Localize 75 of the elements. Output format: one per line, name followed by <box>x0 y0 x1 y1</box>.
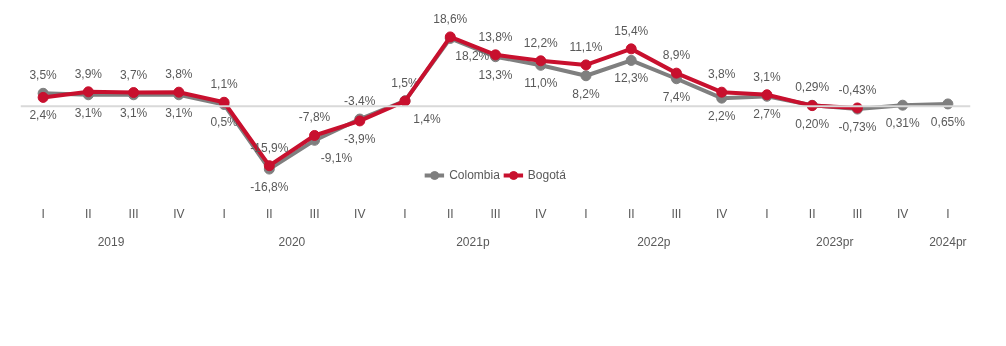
x-tick-label: III <box>128 206 139 221</box>
data-label: 18,6% <box>433 11 468 26</box>
data-label: 3,7% <box>119 67 148 82</box>
data-label: 0,29% <box>795 80 830 95</box>
text: 2022p <box>637 234 671 249</box>
point <box>625 54 637 66</box>
data-label: 3,5% <box>29 68 58 83</box>
legend-label: Bogotá <box>527 168 566 182</box>
data-label: 3,8% <box>165 67 193 82</box>
x-tick-label: IV <box>354 206 366 221</box>
data-label: 3,1% <box>74 105 103 120</box>
data-label: 11,1% <box>569 39 603 54</box>
data-label: 13,3% <box>478 67 513 82</box>
point <box>670 67 682 79</box>
x-tick-label: III <box>852 206 863 221</box>
x-tick-label: III <box>309 206 320 221</box>
text: 2020 <box>278 234 306 249</box>
data-label: -0,73% <box>838 120 877 135</box>
data-label: -3,4% <box>344 94 376 109</box>
legend-label: Colombia <box>449 168 500 182</box>
x-tick-label: II <box>265 206 273 221</box>
point <box>625 43 637 55</box>
data-label: 1,1% <box>210 77 239 92</box>
data-label: 2,4% <box>29 108 58 123</box>
x-tick-label: IV <box>896 206 909 221</box>
text: 2019 <box>97 234 125 249</box>
text: 2024pr <box>929 234 967 249</box>
text: 2023pr <box>816 234 854 249</box>
x-tick-label: II <box>446 206 454 221</box>
x-tick-label: I <box>222 206 226 221</box>
point <box>535 55 547 67</box>
data-label: 0,65% <box>930 114 966 129</box>
point <box>37 91 49 103</box>
x-tick-label: III <box>490 206 501 221</box>
point <box>309 129 321 141</box>
data-label: 12,2% <box>523 35 559 50</box>
data-label: 12,3% <box>614 71 649 86</box>
x-tick-label: IV <box>173 206 185 221</box>
data-label: -0,43% <box>838 82 877 97</box>
x-tick-label: II <box>85 206 92 221</box>
data-label: 11,0% <box>524 76 558 91</box>
x-tick-label: I <box>403 206 407 221</box>
data-label: 0,20% <box>795 116 830 131</box>
x-tick-label: I <box>946 206 950 221</box>
x-tick-label: II <box>808 206 816 221</box>
data-label: 3,1% <box>119 105 148 120</box>
data-label: 15,4% <box>614 23 649 38</box>
data-label: 13,8% <box>478 29 513 44</box>
text: 2021p <box>456 234 490 249</box>
data-label: 0,31% <box>885 116 920 131</box>
x-tick-label: III <box>671 206 682 221</box>
x-tick-label: IV <box>535 206 547 221</box>
x-tick-label: IV <box>716 206 728 221</box>
x-tick-label: I <box>765 206 769 221</box>
data-label: 18,2% <box>455 49 490 64</box>
data-label: 8,9% <box>662 48 691 63</box>
point <box>716 86 728 98</box>
data-label: 2,7% <box>753 107 781 122</box>
data-label: -16,8% <box>250 180 289 195</box>
data-label: 1,4% <box>413 112 442 127</box>
data-label: -9,1% <box>320 151 353 166</box>
x-tick-label: I <box>584 206 588 221</box>
data-label: 8,2% <box>572 86 600 101</box>
data-label: 2,2% <box>708 109 736 124</box>
data-label: 3,1% <box>165 105 193 120</box>
x-tick-label: II <box>627 206 635 221</box>
point <box>580 59 592 71</box>
point <box>580 70 592 82</box>
data-label: 3,9% <box>74 66 103 81</box>
data-label: 3,8% <box>708 67 736 82</box>
data-label: 3,1% <box>753 69 781 84</box>
data-label: -3,9% <box>344 131 376 146</box>
data-label: -7,8% <box>298 110 331 125</box>
data-label: 7,4% <box>662 89 691 104</box>
x-tick-label: I <box>41 206 45 221</box>
